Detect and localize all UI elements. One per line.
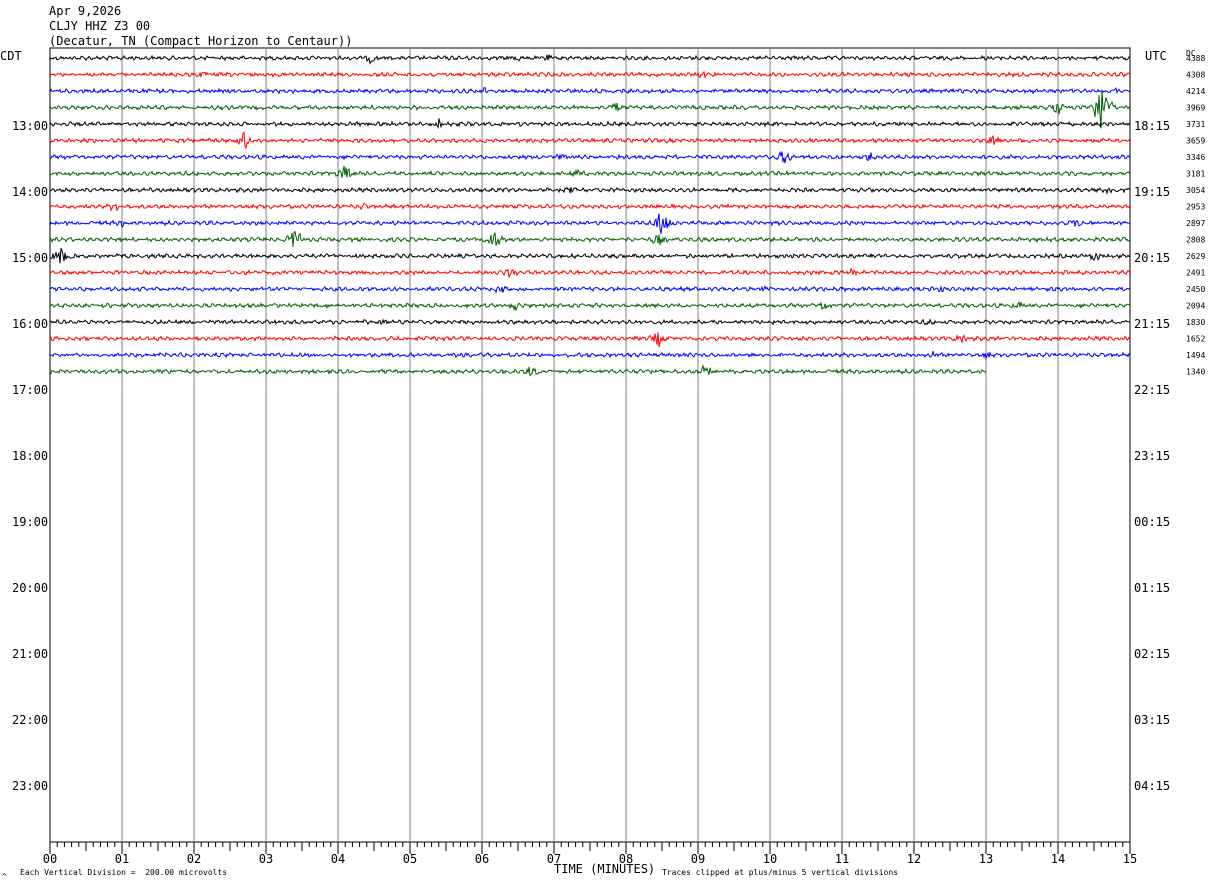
x-tick-label: 08 <box>619 852 633 866</box>
dc-header-label: DC <box>1186 49 1196 58</box>
dc-offset-label: 1340 <box>1186 368 1205 377</box>
station-name: CLJY HHZ Z3 00 <box>49 19 151 33</box>
x-tick-label: 13 <box>979 852 993 866</box>
left-hour-label: 20:00 <box>12 581 48 595</box>
seismic-trace <box>49 300 1131 312</box>
dc-offset-label: 3969 <box>1186 104 1205 113</box>
seismic-trace <box>49 202 1131 212</box>
right-hour-label: 18:15 <box>1134 119 1170 133</box>
seismic-trace <box>49 165 1131 178</box>
seismic-trace <box>49 318 1131 326</box>
left-hour-label: 22:00 <box>12 713 48 727</box>
right-hour-label: 03:15 <box>1134 713 1170 727</box>
dc-offset-label: 4388 <box>1186 54 1205 63</box>
seismic-trace <box>49 332 1131 348</box>
seismic-trace <box>49 364 987 377</box>
dc-offset-label: 1494 <box>1186 351 1205 360</box>
dc-offset-label: 1830 <box>1186 318 1205 327</box>
seismic-trace <box>49 285 1131 294</box>
seismic-trace <box>49 150 1131 164</box>
dc-offset-label: 4308 <box>1186 71 1205 80</box>
x-tick-label: 03 <box>259 852 273 866</box>
plot-date: Apr 9,2026 <box>49 4 122 18</box>
right-hour-label: 22:15 <box>1134 383 1170 397</box>
dc-offset-label: 2897 <box>1186 219 1205 228</box>
seismic-trace <box>49 186 1131 196</box>
x-tick-label: 06 <box>475 852 489 866</box>
clip-note: Traces clipped at plus/minus 5 vertical … <box>662 868 899 877</box>
x-tick-label: 01 <box>115 852 129 866</box>
dc-offset-label: 3181 <box>1186 170 1205 179</box>
left-hour-label: 15:00 <box>12 251 48 265</box>
left-hour-label: 16:00 <box>12 317 48 331</box>
right-hour-label: 19:15 <box>1134 185 1170 199</box>
x-tick-label: 12 <box>907 852 921 866</box>
station-location: (Decatur, TN (Compact Horizon to Centaur… <box>49 34 353 48</box>
dc-offset-label: 3731 <box>1186 120 1205 129</box>
right-hour-label: 04:15 <box>1134 779 1170 793</box>
dc-offset-label: 3659 <box>1186 137 1205 146</box>
seismic-trace <box>49 86 1131 95</box>
x-axis-title: TIME (MINUTES) <box>554 862 656 876</box>
seismic-trace <box>49 54 1131 65</box>
right-hour-label: 20:15 <box>1134 251 1170 265</box>
dc-offset-label: 3054 <box>1186 186 1205 195</box>
x-tick-label: 00 <box>43 852 57 866</box>
left-hour-label: 18:00 <box>12 449 48 463</box>
x-tick-label: 14 <box>1051 852 1065 866</box>
corner-mark: ^ <box>2 872 7 881</box>
left-timezone-label: CDT <box>0 49 22 63</box>
x-tick-label: 15 <box>1123 852 1137 866</box>
dc-offset-label: 2629 <box>1186 252 1205 261</box>
right-hour-label: 23:15 <box>1134 449 1170 463</box>
left-hour-label: 13:00 <box>12 119 48 133</box>
vertical-scale-note: Each Vertical Division = 200.00 microvol… <box>20 868 228 877</box>
left-hour-label: 19:00 <box>12 515 48 529</box>
left-hour-label: 17:00 <box>12 383 48 397</box>
x-tick-label: 04 <box>331 852 345 866</box>
right-timezone-label: UTC <box>1145 49 1167 63</box>
dc-offset-label: 2094 <box>1186 302 1205 311</box>
seismic-trace <box>49 70 1131 79</box>
x-tick-label: 07 <box>547 852 561 866</box>
seismic-trace <box>49 248 1131 264</box>
x-tick-label: 02 <box>187 852 201 866</box>
right-hour-label: 21:15 <box>1134 317 1170 331</box>
x-tick-label: 05 <box>403 852 417 866</box>
dc-offset-label: 2491 <box>1186 269 1205 278</box>
dc-offset-label: 1652 <box>1186 335 1205 344</box>
dc-offset-label: 2953 <box>1186 203 1205 212</box>
left-hour-label: 21:00 <box>12 647 48 661</box>
left-hour-label: 23:00 <box>12 779 48 793</box>
seismic-trace <box>49 350 1131 361</box>
dc-offset-label: 2808 <box>1186 236 1205 245</box>
dc-offset-label: 4214 <box>1186 87 1205 96</box>
x-tick-label: 11 <box>835 852 849 866</box>
seismic-trace <box>49 131 1131 150</box>
seismic-trace <box>49 230 1131 247</box>
right-hour-label: 02:15 <box>1134 647 1170 661</box>
seismic-trace <box>49 118 1131 130</box>
seismic-trace <box>49 89 1131 129</box>
x-tick-label: 10 <box>763 852 777 866</box>
right-hour-label: 01:15 <box>1134 581 1170 595</box>
dc-offset-label: 2450 <box>1186 285 1205 294</box>
seismic-trace <box>49 213 1131 234</box>
dc-offset-label: 3346 <box>1186 153 1205 162</box>
left-hour-label: 14:00 <box>12 185 48 199</box>
right-hour-label: 00:15 <box>1134 515 1170 529</box>
seismic-trace <box>49 267 1131 278</box>
x-tick-label: 09 <box>691 852 705 866</box>
plot-frame <box>49 47 1131 843</box>
